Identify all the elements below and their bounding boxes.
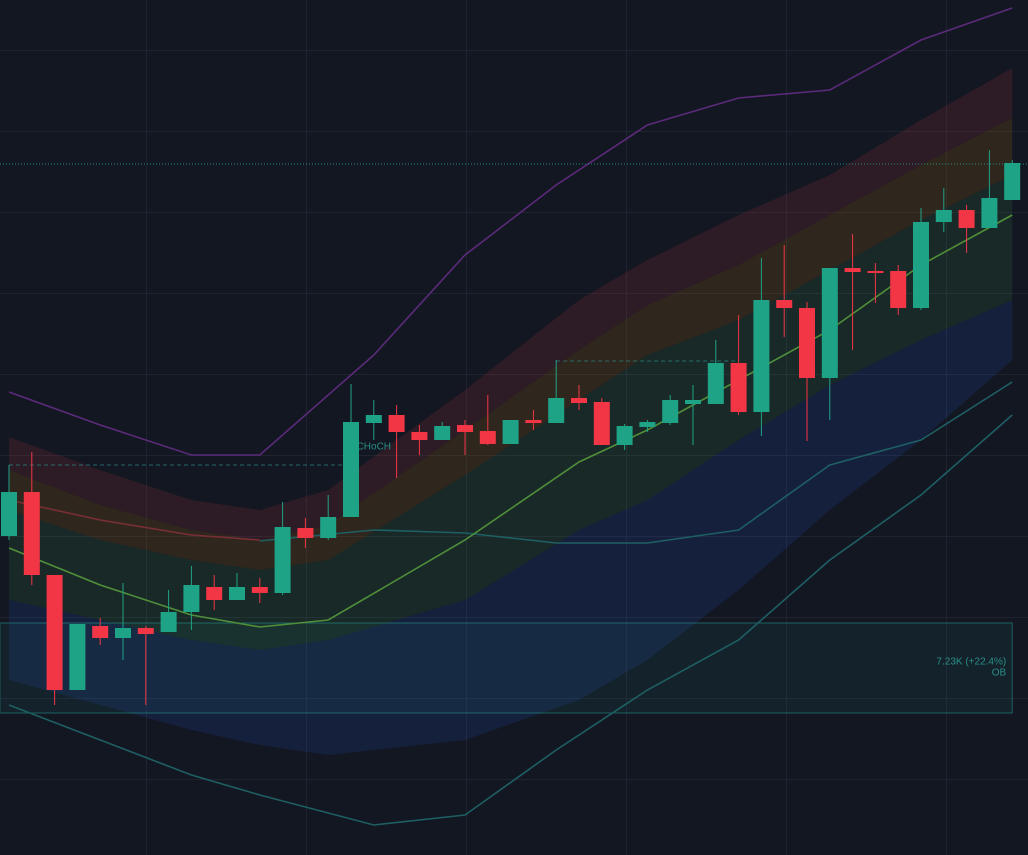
candle-body xyxy=(935,210,952,222)
indicator-line xyxy=(8,414,1013,826)
candle-body xyxy=(525,420,542,423)
candle-body xyxy=(69,624,86,690)
candle-body xyxy=(776,300,793,308)
candle-body xyxy=(206,587,223,600)
candle-body xyxy=(571,398,587,403)
indicator-line xyxy=(259,381,1013,544)
candle-body xyxy=(593,402,610,445)
candle-body xyxy=(320,517,337,538)
candle-body xyxy=(365,415,382,423)
candle-body xyxy=(411,432,428,440)
candle-body xyxy=(639,422,656,427)
candle-body xyxy=(616,426,633,445)
candle-body xyxy=(92,626,109,638)
candle-body xyxy=(274,527,291,593)
candle-body xyxy=(1004,163,1021,200)
candle-body xyxy=(115,628,131,638)
candle-body xyxy=(183,585,200,612)
candle-body xyxy=(137,628,154,634)
band xyxy=(9,175,1013,650)
candle-body xyxy=(844,268,861,272)
candle-body xyxy=(343,422,359,517)
candle-body xyxy=(229,587,245,600)
candle-body xyxy=(913,222,929,308)
candle-body xyxy=(707,363,724,404)
candle-body xyxy=(434,426,451,440)
ob-annotation: 7.23K (+22.4%) xyxy=(936,657,1006,668)
ob-label: OB xyxy=(992,668,1007,679)
candle-body xyxy=(46,575,63,690)
candle-body xyxy=(479,431,496,444)
band xyxy=(9,300,1013,755)
candle-body xyxy=(160,612,177,632)
candle-body xyxy=(799,308,815,378)
candle-body xyxy=(251,587,268,593)
candle-body xyxy=(23,492,40,575)
candle-body xyxy=(502,420,519,444)
candle-body xyxy=(867,271,884,273)
candle-body xyxy=(1,492,17,536)
choch-label: CHoCH xyxy=(357,442,391,453)
candle-body xyxy=(981,198,998,228)
candle-body xyxy=(685,400,701,404)
candle-body xyxy=(297,528,314,538)
indicator-line xyxy=(8,7,1013,456)
order-block xyxy=(0,622,1013,714)
indicator-line xyxy=(8,499,260,541)
candle-body xyxy=(821,268,838,378)
band xyxy=(9,68,1013,540)
indicator-line xyxy=(8,214,1013,628)
candle-body xyxy=(890,271,907,308)
candle-body xyxy=(457,425,473,432)
candle-body xyxy=(958,210,975,228)
candle-body xyxy=(388,415,405,432)
band xyxy=(9,118,1013,570)
candle-body xyxy=(730,363,747,412)
candle-body xyxy=(662,400,679,423)
candle-body xyxy=(753,300,770,412)
candle-body xyxy=(548,398,565,423)
